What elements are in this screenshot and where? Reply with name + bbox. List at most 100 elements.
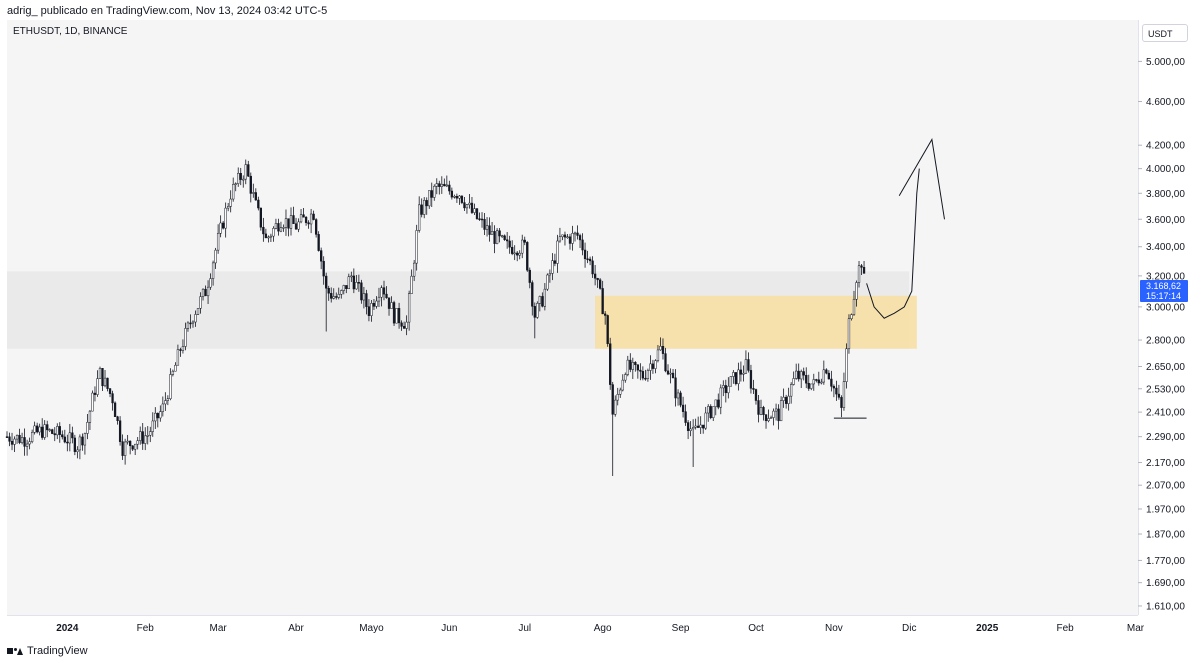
candle-down [264, 233, 268, 239]
y-tick-label: 4.600,00 [1146, 97, 1185, 108]
candle-down [294, 223, 298, 230]
candle-down [516, 252, 519, 256]
candle-up [769, 417, 773, 419]
y-tick-label: 5.000,00 [1146, 57, 1185, 68]
candle-up [184, 328, 187, 347]
candle-down [317, 234, 320, 251]
candle-up [616, 394, 619, 401]
candle-down [372, 303, 376, 307]
candle-down [129, 440, 132, 447]
candle-up [123, 441, 127, 456]
candle-down [141, 431, 144, 444]
candle-up [176, 349, 180, 366]
candle-down [639, 369, 642, 372]
candle-up [347, 276, 350, 289]
candle-up [149, 431, 152, 436]
y-tick-label: 1.690,00 [1146, 578, 1185, 589]
candle-down [61, 434, 64, 438]
candle-down [506, 239, 509, 242]
candle-down [116, 416, 119, 421]
candle-down [58, 426, 61, 435]
candle-up [423, 200, 426, 215]
candle-up [126, 440, 129, 443]
candle-down [641, 371, 645, 379]
candle-up [43, 424, 46, 438]
candle-down [475, 208, 479, 219]
candle-up [704, 412, 707, 429]
y-tick-label: 3.400,00 [1146, 242, 1185, 253]
candle-down [71, 432, 74, 439]
candle-down [503, 235, 506, 240]
candle-up [242, 178, 245, 181]
candle-up [820, 381, 823, 384]
candle-up [78, 436, 82, 451]
candle-up [405, 321, 408, 329]
candle-up [30, 432, 34, 442]
candle-down [360, 282, 363, 301]
candle-up [795, 370, 798, 379]
candle-down [402, 326, 406, 329]
candle-up [810, 383, 813, 389]
candle-up [267, 236, 270, 239]
candle-up [440, 183, 443, 187]
candle-up [407, 293, 411, 323]
candle-up [194, 314, 197, 323]
x-tick-label: Feb [137, 623, 155, 634]
candle-down [93, 392, 97, 395]
x-tick-label: Mar [1127, 623, 1145, 634]
candle-down [189, 322, 192, 325]
candle-up [134, 443, 137, 450]
candle-down [666, 370, 670, 375]
candle-down [679, 392, 682, 406]
candle-up [98, 368, 102, 379]
candle-down [661, 346, 665, 354]
projection-path [866, 168, 920, 319]
candle-up [722, 385, 725, 389]
candle-down [66, 441, 69, 444]
y-tick-label: 4.000,00 [1146, 164, 1185, 175]
candle-up [485, 225, 489, 230]
candle-down [686, 422, 690, 431]
candle-up [772, 410, 775, 418]
symbol-title: ETHUSDT, 1D, BINANCE [13, 26, 128, 37]
candle-up [847, 318, 851, 350]
candle-down [478, 218, 481, 220]
candle-up [495, 230, 499, 244]
x-tick-label: 2024 [56, 623, 79, 634]
candle-up [845, 348, 848, 382]
candle-up [800, 371, 803, 380]
candle-up [297, 221, 300, 230]
candle-down [10, 441, 14, 445]
candle-down [835, 387, 838, 395]
candle-down [53, 433, 56, 436]
price-axis[interactable] [1138, 20, 1200, 615]
candle-down [302, 214, 305, 218]
candle-down [523, 239, 526, 243]
candle-up [224, 207, 227, 229]
candle-down [591, 260, 594, 275]
candle-down [586, 258, 589, 261]
candle-up [209, 278, 212, 288]
candle-down [23, 437, 26, 447]
candle-up [139, 431, 142, 441]
candle-up [500, 235, 504, 238]
footer-brand: TradingView [27, 645, 88, 657]
candle-up [787, 395, 790, 404]
candle-up [573, 232, 577, 235]
candle-down [611, 384, 614, 415]
candle-down [598, 279, 602, 289]
y-tick-label: 3.000,00 [1146, 302, 1185, 313]
candle-up [646, 370, 650, 379]
candle-up [782, 396, 785, 401]
candle-down [604, 313, 607, 316]
candle-down [118, 420, 122, 442]
candle-up [490, 231, 494, 235]
time-axis[interactable] [7, 615, 1138, 640]
candle-up [88, 410, 92, 423]
candle-down [262, 226, 265, 235]
candle-up [468, 202, 471, 205]
currency-selector[interactable]: USDT [1142, 24, 1188, 42]
x-tick-label: Jul [518, 623, 531, 634]
candle-up [857, 265, 861, 283]
candle-up [174, 364, 177, 372]
